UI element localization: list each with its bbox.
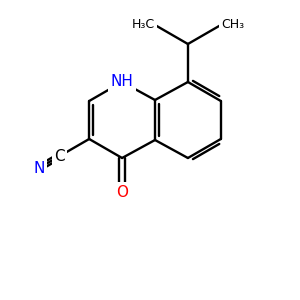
Text: H₃C: H₃C (132, 19, 155, 32)
Text: C: C (54, 148, 65, 164)
Text: CH₃: CH₃ (221, 19, 244, 32)
Text: N: N (33, 160, 44, 175)
Text: NH: NH (111, 74, 134, 89)
Text: O: O (116, 185, 128, 200)
